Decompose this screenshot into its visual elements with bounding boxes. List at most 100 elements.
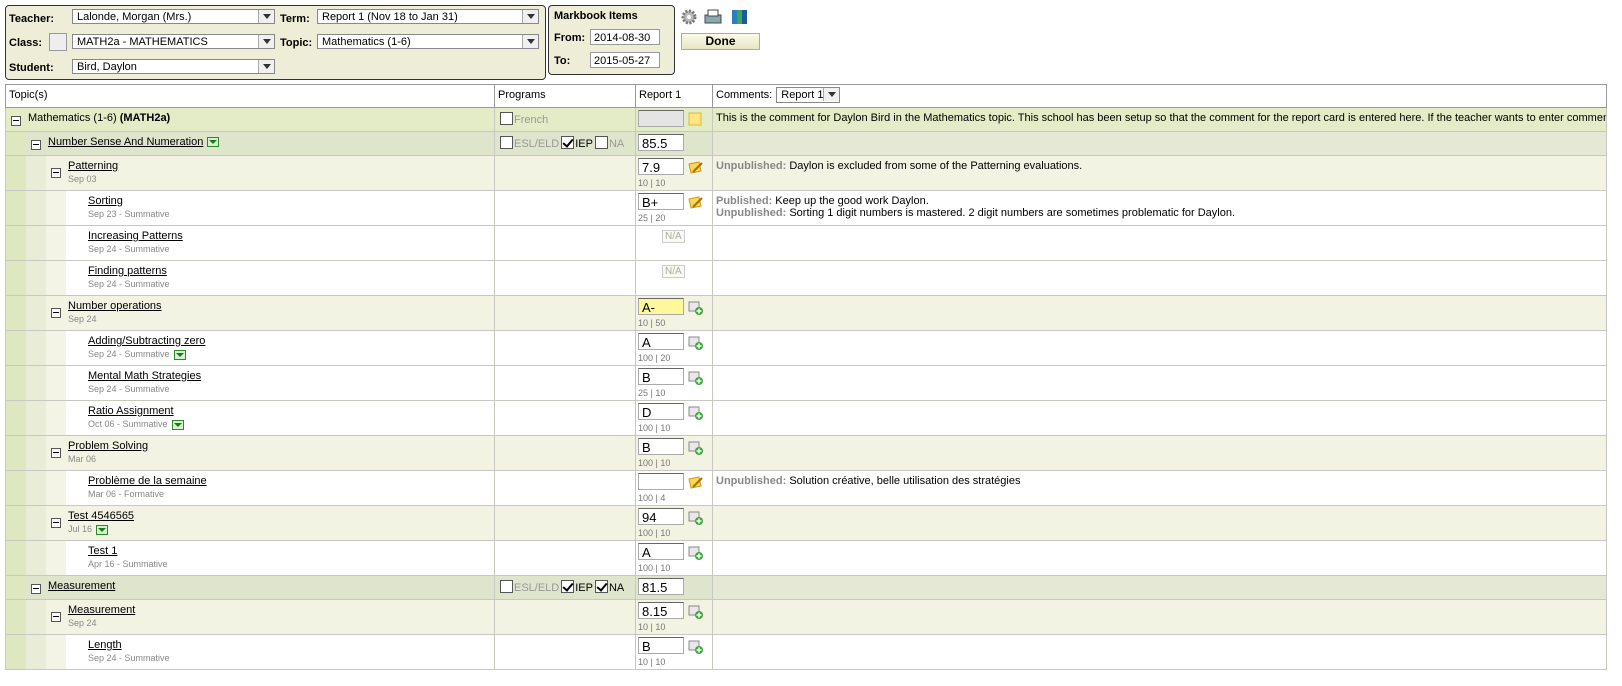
add-comment-icon[interactable] xyxy=(688,510,704,526)
class-select[interactable]: MATH2a - MATHEMATICS xyxy=(72,34,275,49)
mark-input[interactable] xyxy=(638,473,684,490)
add-comment-icon[interactable] xyxy=(688,604,704,620)
topic-title[interactable]: Ratio Assignment xyxy=(88,405,174,417)
collapse-toggle[interactable] xyxy=(51,518,61,528)
topic-title[interactable]: Length xyxy=(88,639,122,651)
program-checkbox[interactable] xyxy=(500,136,513,149)
settings-icon[interactable] xyxy=(681,9,697,25)
programs-cell xyxy=(494,330,636,366)
mark-cell: 81.5 xyxy=(635,575,713,600)
term-value: Report 1 (Nov 18 to Jan 31) xyxy=(322,11,458,23)
mark-input[interactable]: 94 xyxy=(638,508,684,525)
teacher-select[interactable]: Lalonde, Morgan (Mrs.) xyxy=(72,9,275,24)
indent-strip xyxy=(6,296,26,330)
topic-subtitle: Oct 06 - Summative xyxy=(88,419,184,430)
collapse-toggle[interactable] xyxy=(11,116,21,126)
topic-title[interactable]: Test 1 xyxy=(88,545,117,557)
topic-title[interactable]: Patterning xyxy=(68,160,118,172)
to-input[interactable]: 2015-05-27 xyxy=(590,52,660,68)
indent-strip xyxy=(46,331,66,365)
add-comment-icon[interactable] xyxy=(688,370,704,386)
topic-title[interactable]: Finding patterns xyxy=(88,265,167,277)
books-icon[interactable] xyxy=(732,10,747,24)
collapse-toggle[interactable] xyxy=(51,308,61,318)
class-label: Class: xyxy=(9,37,43,49)
topic-date: Sep 24 - Summative xyxy=(88,349,170,359)
add-comment-icon[interactable] xyxy=(688,335,704,351)
mark-input[interactable] xyxy=(638,110,684,127)
program-checkbox[interactable] xyxy=(594,580,608,593)
collapse-toggle[interactable] xyxy=(51,448,61,458)
mark-input[interactable]: B xyxy=(638,368,684,385)
student-select[interactable]: Bird, Daylon xyxy=(72,59,275,74)
program-checkbox[interactable] xyxy=(500,580,513,593)
program-checkbox[interactable] xyxy=(500,112,513,125)
mark-cell: 85.5 xyxy=(635,131,713,156)
collapse-toggle[interactable] xyxy=(31,140,41,150)
edit-comment-icon[interactable] xyxy=(688,160,704,176)
indent-strip xyxy=(26,401,46,435)
program-label: NA xyxy=(608,138,625,150)
topic-title[interactable]: Adding/Subtracting zero xyxy=(88,335,205,347)
add-comment-icon[interactable] xyxy=(688,545,704,561)
topic-menu[interactable] xyxy=(96,524,109,535)
from-input[interactable]: 2014-08-30 xyxy=(590,29,660,45)
program-checkbox[interactable] xyxy=(594,136,608,149)
mark-input[interactable]: 8.15 xyxy=(638,602,684,619)
collapse-toggle[interactable] xyxy=(51,168,61,178)
mark-input[interactable]: 81.5 xyxy=(638,578,684,595)
add-comment-icon[interactable] xyxy=(688,405,704,421)
mark-cell: 8.15 10 | 10 xyxy=(635,599,713,635)
mark-input[interactable]: B xyxy=(638,637,684,654)
topic-menu[interactable] xyxy=(171,419,184,430)
add-comment-icon[interactable] xyxy=(688,300,704,316)
mark-input[interactable]: A xyxy=(638,333,684,350)
indent-strip xyxy=(46,635,66,669)
topic-menu[interactable] xyxy=(207,137,220,148)
mark-input[interactable]: 85.5 xyxy=(638,134,684,151)
topic-title[interactable]: Measurement xyxy=(68,604,135,616)
topic-subtitle: Jul 16 xyxy=(68,524,109,535)
topic-title[interactable]: Problem Solving xyxy=(68,440,148,452)
mark-weights: 25 | 10 xyxy=(638,388,666,398)
topic-title[interactable]: Sorting xyxy=(88,195,123,207)
topic-title-text: Test 1 xyxy=(88,545,118,557)
mark-input[interactable]: B+ xyxy=(638,193,684,210)
topic-cell: Finding patterns Sep 24 - Summative xyxy=(5,260,495,296)
topic-cell: Problem Solving Mar 06 xyxy=(5,435,495,471)
topic-subtitle: Sep 24 - Summative xyxy=(88,653,170,663)
topic-title[interactable]: Number Sense And Numeration xyxy=(48,136,220,148)
mark-input[interactable]: 7.9 xyxy=(638,158,684,175)
print-icon[interactable] xyxy=(704,9,722,24)
program-checkbox[interactable] xyxy=(561,580,575,593)
collapse-toggle[interactable] xyxy=(31,584,41,594)
program-checkbox[interactable] xyxy=(561,136,575,149)
done-button[interactable]: Done xyxy=(681,33,760,50)
programs-cell: French xyxy=(494,107,636,132)
mark-input[interactable]: B xyxy=(638,438,684,455)
topic-menu[interactable] xyxy=(173,349,186,360)
edit-comment-icon[interactable] xyxy=(688,195,704,211)
topic-title[interactable]: Number operations xyxy=(68,300,162,312)
term-select[interactable]: Report 1 (Nov 18 to Jan 31) xyxy=(317,9,539,24)
comment-report-select[interactable]: Report 1 xyxy=(776,87,841,104)
mark-input[interactable]: A xyxy=(638,543,684,560)
indent-strip xyxy=(26,471,46,505)
topic-select[interactable]: Mathematics (1-6) xyxy=(317,34,539,49)
topic-title[interactable]: Measurement xyxy=(48,580,115,592)
column-header: Comments: Report 1 xyxy=(712,84,1607,108)
topic-title[interactable]: Increasing Patterns xyxy=(88,230,183,242)
topic-title[interactable]: Test 4546565 xyxy=(68,510,134,522)
mark-input[interactable]: D xyxy=(638,403,684,420)
collapse-toggle[interactable] xyxy=(51,612,61,622)
not-applicable: N/A xyxy=(662,265,685,278)
topic-title[interactable]: Problème de la semaine xyxy=(88,475,207,487)
mark-input[interactable]: A- xyxy=(638,298,684,315)
add-comment-icon[interactable] xyxy=(688,440,704,456)
add-comment-icon[interactable] xyxy=(688,639,704,655)
class-edit-button[interactable] xyxy=(49,33,67,51)
programs: French xyxy=(500,112,550,126)
topic-title[interactable]: Mental Math Strategies xyxy=(88,370,201,382)
note-comment-icon[interactable] xyxy=(688,112,704,128)
edit-comment-icon[interactable] xyxy=(688,475,704,491)
